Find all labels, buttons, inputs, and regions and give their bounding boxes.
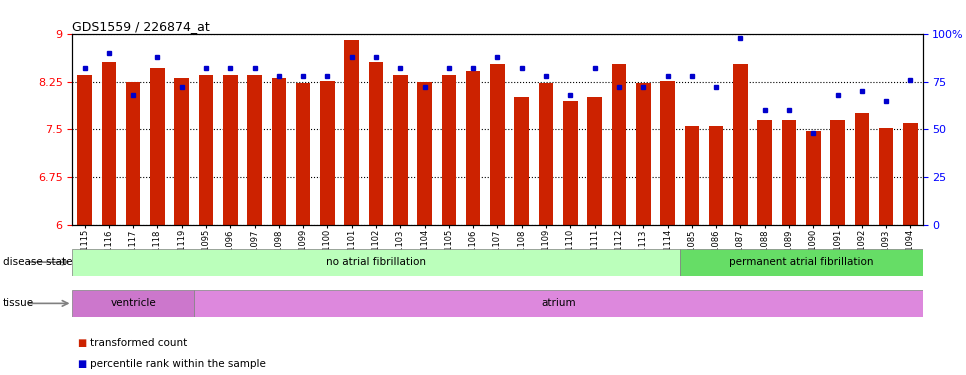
Text: tissue: tissue [3, 298, 34, 308]
Bar [515, 97, 529, 225]
Bar [175, 78, 189, 225]
Bar [855, 113, 869, 225]
Bar [781, 120, 796, 225]
Text: permanent atrial fibrillation: permanent atrial fibrillation [728, 257, 873, 267]
Text: disease state: disease state [3, 257, 72, 267]
Bar [680, 249, 923, 276]
Bar [72, 290, 194, 317]
Bar [393, 75, 408, 225]
Bar [345, 40, 359, 225]
Text: no atrial fibrillation: no atrial fibrillation [327, 257, 426, 267]
Bar [587, 97, 602, 225]
Text: atrium: atrium [541, 298, 576, 308]
Text: ventricle: ventricle [110, 298, 156, 308]
Bar [660, 81, 675, 225]
Bar [150, 68, 165, 225]
Bar [271, 78, 286, 225]
Bar [563, 101, 578, 225]
Bar [733, 64, 748, 225]
Bar [636, 84, 650, 225]
Bar [806, 130, 820, 225]
Bar [417, 82, 432, 225]
Bar [830, 120, 845, 225]
Bar [903, 123, 918, 225]
Bar [199, 75, 213, 225]
Bar [320, 81, 335, 225]
Bar [879, 128, 894, 225]
Bar [466, 71, 480, 225]
Bar [126, 82, 140, 225]
Bar [369, 62, 384, 225]
Text: GDS1559 / 226874_at: GDS1559 / 226874_at [72, 20, 211, 33]
Bar [194, 290, 923, 317]
Bar [539, 84, 554, 225]
Bar [247, 75, 262, 225]
Text: ■: ■ [77, 359, 87, 369]
Bar [101, 62, 116, 225]
Bar [441, 75, 456, 225]
Bar [490, 64, 505, 225]
Text: ■: ■ [77, 338, 87, 348]
Bar [757, 120, 772, 225]
Bar [296, 84, 310, 225]
Bar [685, 126, 699, 225]
Bar [709, 126, 724, 225]
Bar [611, 64, 626, 225]
Text: transformed count: transformed count [90, 338, 187, 348]
Text: percentile rank within the sample: percentile rank within the sample [90, 359, 266, 369]
Bar [72, 249, 680, 276]
Bar [223, 75, 238, 225]
Bar [77, 75, 92, 225]
